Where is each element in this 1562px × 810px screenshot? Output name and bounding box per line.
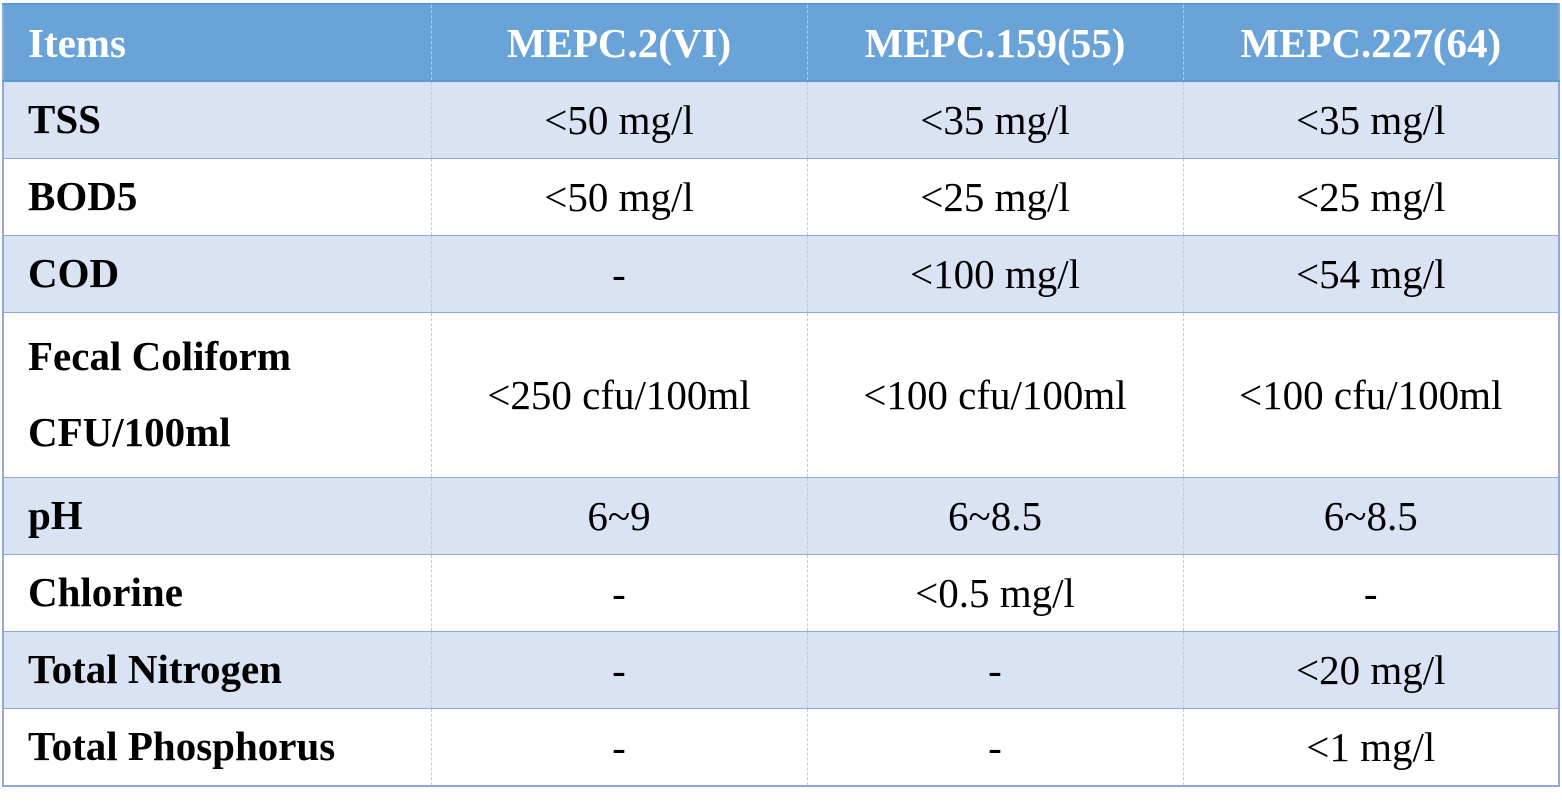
item-label-line: Chlorine <box>28 569 183 616</box>
value-cell: <100 mg/l <box>806 235 1184 313</box>
item-label: pH <box>2 477 432 555</box>
header-mepc-227-64: MEPC.227(64) <box>1182 3 1560 82</box>
value-cell: - <box>430 554 808 632</box>
table-row: COD - <100 mg/l <54 mg/l <box>2 235 1560 313</box>
header-mepc-2-vi: MEPC.2(VI) <box>430 3 808 82</box>
value-cell: <20 mg/l <box>1182 631 1560 709</box>
value-cell: <50 mg/l <box>430 80 808 159</box>
table-row: Fecal Coliform CFU/100ml <250 cfu/100ml <… <box>2 312 1560 478</box>
item-label: TSS <box>2 80 432 159</box>
table-row: Total Nitrogen - - <20 mg/l <box>2 631 1560 709</box>
item-label: COD <box>2 235 432 313</box>
table-row: Chlorine - <0.5 mg/l - <box>2 554 1560 632</box>
item-label: Chlorine <box>2 554 432 632</box>
effluent-standards-table: Items MEPC.2(VI) MEPC.159(55) MEPC.227(6… <box>2 3 1560 787</box>
value-cell: <100 cfu/100ml <box>1182 312 1560 478</box>
value-cell: <25 mg/l <box>806 158 1184 236</box>
value-cell: <0.5 mg/l <box>806 554 1184 632</box>
value-cell: - <box>806 631 1184 709</box>
value-cell: 6~8.5 <box>1182 477 1560 555</box>
standards-table-container: Items MEPC.2(VI) MEPC.159(55) MEPC.227(6… <box>2 3 1560 806</box>
table-row: Total Phosphorus - - <1 mg/l <box>2 708 1560 787</box>
table-row: pH 6~9 6~8.5 6~8.5 <box>2 477 1560 555</box>
item-label: Total Phosphorus <box>2 708 432 787</box>
header-mepc-159-55: MEPC.159(55) <box>806 3 1184 82</box>
item-label-line: Total Nitrogen <box>28 646 282 693</box>
value-cell: 6~8.5 <box>806 477 1184 555</box>
value-cell: <250 cfu/100ml <box>430 312 808 478</box>
item-label: Fecal Coliform CFU/100ml <box>2 312 432 478</box>
value-cell: <50 mg/l <box>430 158 808 236</box>
item-label-line: COD <box>28 250 120 297</box>
value-cell: - <box>1182 554 1560 632</box>
value-cell: <1 mg/l <box>1182 708 1560 787</box>
header-items: Items <box>2 3 432 82</box>
value-cell: <54 mg/l <box>1182 235 1560 313</box>
item-label-line: pH <box>28 492 83 539</box>
item-label-line: BOD5 <box>28 173 138 220</box>
item-label-line: Total Phosphorus <box>28 723 336 770</box>
value-cell: <35 mg/l <box>1182 80 1560 159</box>
value-cell: - <box>430 708 808 787</box>
item-label-line: TSS <box>28 96 101 143</box>
table-row: TSS <50 mg/l <35 mg/l <35 mg/l <box>2 80 1560 159</box>
value-cell: <35 mg/l <box>806 80 1184 159</box>
value-cell: <25 mg/l <box>1182 158 1560 236</box>
item-label: BOD5 <box>2 158 432 236</box>
item-label-line: Fecal Coliform <box>28 333 291 380</box>
value-cell: - <box>430 235 808 313</box>
value-cell: - <box>806 708 1184 787</box>
header-row: Items MEPC.2(VI) MEPC.159(55) MEPC.227(6… <box>2 3 1560 82</box>
value-cell: <100 cfu/100ml <box>806 312 1184 478</box>
item-label-line: CFU/100ml <box>28 409 231 455</box>
table-row: BOD5 <50 mg/l <25 mg/l <25 mg/l <box>2 158 1560 236</box>
value-cell: 6~9 <box>430 477 808 555</box>
item-label: Total Nitrogen <box>2 631 432 709</box>
value-cell: - <box>430 631 808 709</box>
